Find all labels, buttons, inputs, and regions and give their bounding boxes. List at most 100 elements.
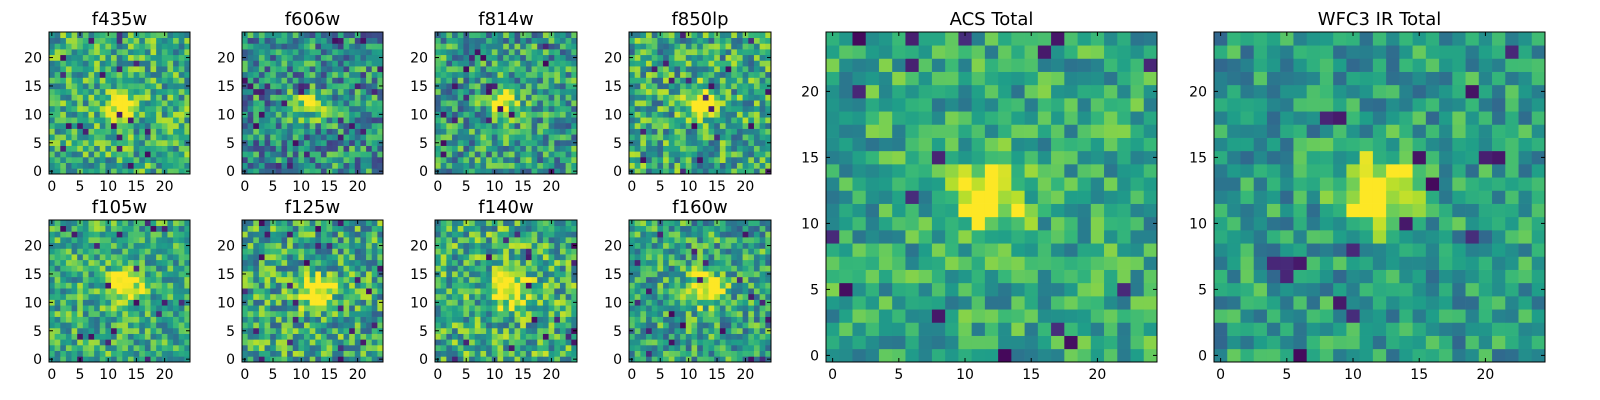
x-tick-label: 15 xyxy=(708,179,726,195)
heatmap-cell xyxy=(139,32,146,39)
heatmap-cell xyxy=(298,94,305,101)
heatmap-cell xyxy=(531,288,538,295)
heatmap-cell xyxy=(663,145,670,152)
heatmap-cell xyxy=(435,259,442,266)
heatmap-cell xyxy=(725,327,732,334)
heatmap-cell xyxy=(691,111,698,118)
heatmap-cell xyxy=(640,276,647,283)
heatmap-cell xyxy=(60,162,67,169)
heatmap-cell xyxy=(77,288,84,295)
heatmap-cell xyxy=(167,333,174,340)
heatmap-cell xyxy=(497,60,504,67)
heatmap-cell xyxy=(508,333,515,340)
heatmap-cell xyxy=(54,316,61,323)
heatmap-cell xyxy=(156,327,163,334)
heatmap-cell xyxy=(559,282,566,289)
heatmap-cell xyxy=(514,231,521,238)
heatmap-cell xyxy=(680,299,687,306)
heatmap-cell xyxy=(508,316,515,323)
heatmap-cell xyxy=(264,122,271,129)
heatmap-cell xyxy=(508,60,515,67)
heatmap-cell xyxy=(651,54,658,61)
heatmap-cell xyxy=(548,54,555,61)
heatmap-cell xyxy=(651,105,658,112)
heatmap-cell xyxy=(371,259,378,266)
heatmap-cell xyxy=(264,168,271,175)
heatmap-cell xyxy=(258,32,265,39)
heatmap-cell xyxy=(133,293,140,300)
heatmap-cell xyxy=(264,162,271,169)
heatmap-cell xyxy=(497,122,504,129)
heatmap-cell xyxy=(111,77,118,84)
heatmap-cell xyxy=(173,259,180,266)
heatmap-cell xyxy=(133,344,140,351)
heatmap-cells xyxy=(435,32,578,175)
heatmap-cell xyxy=(287,254,294,261)
heatmap-cell xyxy=(111,310,118,317)
heatmap-cell xyxy=(680,293,687,300)
heatmap-cell xyxy=(178,134,185,141)
heatmap-cell xyxy=(298,282,305,289)
heatmap-cell xyxy=(94,225,101,232)
heatmap-cell xyxy=(71,220,78,227)
heatmap-cell xyxy=(663,271,670,278)
heatmap-cell xyxy=(275,299,282,306)
heatmap-cell xyxy=(270,231,277,238)
heatmap-cell xyxy=(65,259,72,266)
heatmap-cell xyxy=(242,145,248,152)
heatmap-cell xyxy=(663,139,670,146)
heatmap-cell xyxy=(554,32,561,39)
heatmap-cell xyxy=(542,339,549,346)
heatmap-cell xyxy=(270,94,277,101)
heatmap-cell xyxy=(742,77,749,84)
heatmap-cell xyxy=(646,322,653,329)
heatmap-cell xyxy=(474,77,481,84)
heatmap-cell xyxy=(360,151,367,158)
heatmap-cell xyxy=(349,60,356,67)
heatmap-cell xyxy=(184,288,191,295)
heatmap-cell xyxy=(531,339,538,346)
heatmap-cell xyxy=(497,105,504,112)
heatmap-cell xyxy=(309,43,316,50)
heatmap-cell xyxy=(457,282,464,289)
heatmap-cell xyxy=(503,231,510,238)
heatmap-cell xyxy=(469,117,476,124)
heatmap-cell xyxy=(542,310,549,317)
heatmap-cell xyxy=(565,242,572,249)
heatmap-cell xyxy=(537,162,544,169)
heatmap-cell xyxy=(343,305,350,312)
heatmap-cell xyxy=(537,54,544,61)
heatmap-cell xyxy=(127,242,134,249)
heatmap-cell xyxy=(178,344,185,351)
heatmap-cell xyxy=(150,237,157,244)
heatmap-cell xyxy=(360,122,367,129)
heatmap-cell xyxy=(651,316,658,323)
heatmap-cell xyxy=(554,168,561,175)
heatmap-cell xyxy=(736,276,743,283)
heatmap-cell xyxy=(680,134,687,141)
heatmap-cell xyxy=(457,83,464,90)
heatmap-cell xyxy=(65,37,72,44)
heatmap-cell xyxy=(480,60,487,67)
panel-title: f435w xyxy=(92,9,147,30)
heatmap-cell xyxy=(491,145,498,152)
heatmap-cell xyxy=(452,310,459,317)
heatmap-cell xyxy=(514,305,521,312)
heatmap-cell xyxy=(469,60,476,67)
heatmap-cell xyxy=(440,60,447,67)
heatmap-cell xyxy=(281,333,288,340)
heatmap-cell xyxy=(258,71,265,78)
heatmap-cell xyxy=(116,327,123,334)
heatmap-cell xyxy=(469,271,476,278)
heatmap-cell xyxy=(542,49,549,56)
heatmap-cell xyxy=(714,162,721,169)
x-tick-label: 5 xyxy=(462,179,471,195)
heatmap-cell xyxy=(480,265,487,272)
heatmap-cell xyxy=(435,344,442,351)
heatmap-cell xyxy=(298,105,305,112)
heatmap-cell xyxy=(440,350,447,357)
heatmap-cell xyxy=(742,105,749,112)
heatmap-cell xyxy=(520,145,527,152)
heatmap-cell xyxy=(725,60,732,67)
heatmap-cell xyxy=(753,162,760,169)
